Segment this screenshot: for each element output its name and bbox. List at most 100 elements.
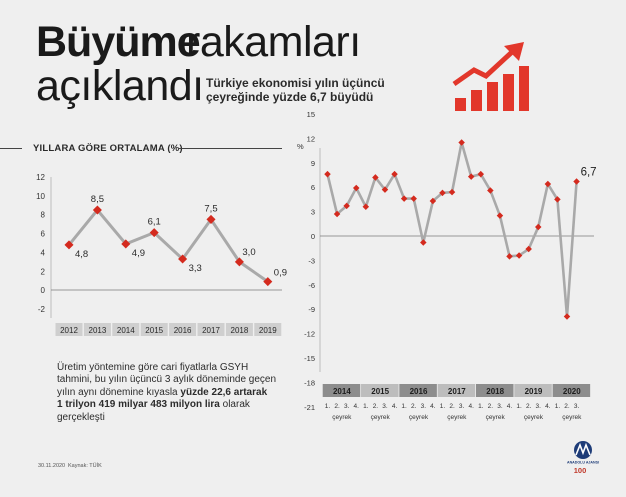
growth-bar-chart-icon (452, 42, 529, 111)
right-y-tick: -9 (308, 305, 315, 314)
right-period-label: çeyrek (486, 414, 506, 421)
left-y-tick: 6 (41, 230, 46, 239)
right-data-point (362, 203, 370, 210)
left-section-heading: YILLARA GÖRE ORTALAMA (%) (33, 143, 183, 154)
right-period-label: çeyrek (409, 414, 429, 421)
left-year-box (140, 323, 168, 336)
right-data-point (400, 195, 408, 202)
right-quarter-label: 2. (488, 403, 494, 410)
left-value-label: 3,3 (189, 263, 202, 274)
right-data-point (554, 196, 561, 203)
left-value-label: 3,0 (242, 247, 255, 258)
right-data-point (420, 239, 427, 246)
right-last-value-label: 6,7 (581, 167, 597, 179)
right-y-tick: -15 (304, 354, 315, 363)
right-quarter-label: 1. (478, 403, 484, 410)
left-year-box (83, 323, 111, 336)
right-quarter-label: 1. (325, 403, 331, 410)
right-quarter-label: 3. (497, 403, 503, 410)
aa-anniversary: 100 (574, 466, 587, 475)
title-line2: açıklandı (36, 62, 204, 110)
right-quarter-label: 4. (507, 403, 513, 410)
left-header-rule (0, 148, 22, 149)
right-y-tick: -18 (304, 378, 315, 387)
right-period-label: çeyrek (524, 414, 544, 421)
right-y-tick: -12 (304, 330, 315, 339)
right-series-line (326, 141, 578, 318)
left-header-rule-right (178, 148, 282, 149)
right-quarter-label: 2. (526, 403, 532, 410)
right-quarter-label: 4. (468, 403, 474, 410)
gdp-note: Üretim yöntemine göre cari fiyatlarla GS… (57, 362, 279, 424)
right-year-label: 2018 (486, 387, 504, 396)
right-data-point (448, 188, 456, 196)
right-data-point (477, 170, 485, 178)
left-year-label: 2012 (60, 326, 78, 335)
note-text-1: Üretim yöntemine göre cari fiyatlarla GS… (57, 362, 277, 398)
right-data-point (506, 253, 513, 260)
right-y-tick: -6 (308, 281, 315, 290)
right-quarter-label: 3. (574, 403, 580, 410)
left-value-label: 8,5 (91, 194, 104, 205)
right-year-band (322, 384, 361, 397)
left-value-label: 4,9 (132, 248, 145, 259)
left-year-label: 2013 (89, 326, 107, 335)
right-data-point (372, 174, 379, 181)
right-y-tick: 0 (311, 232, 315, 241)
right-data-point (381, 186, 389, 193)
left-y-tick: 2 (41, 267, 46, 276)
right-quarter-label: 4. (354, 403, 360, 410)
right-y-tick: -21 (304, 403, 315, 412)
right-period-label: çeyrek (332, 414, 352, 421)
right-data-point (573, 178, 580, 185)
subtitle: Türkiye ekonomisi yılın üçüncü çeyreğind… (206, 76, 385, 104)
left-data-point (234, 257, 244, 267)
right-data-point (352, 184, 360, 192)
right-quarter-label: 1. (516, 403, 522, 410)
right-y-tick: -3 (308, 256, 315, 265)
left-value-label: 4,8 (75, 249, 88, 260)
right-period-label: çeyrek (447, 414, 467, 421)
left-year-box (225, 323, 253, 336)
right-year-label: 2017 (448, 387, 466, 396)
right-quarter-label: 2. (373, 403, 379, 410)
left-year-label: 2016 (174, 326, 192, 335)
left-year-label: 2018 (231, 326, 249, 335)
right-data-point (515, 252, 523, 259)
right-year-band (514, 384, 552, 397)
right-quarter-label: 3. (459, 403, 465, 410)
right-data-point (467, 173, 475, 180)
left-year-box (197, 323, 225, 336)
left-value-label: 6,1 (148, 217, 161, 228)
right-quarter-label: 2. (564, 403, 570, 410)
right-year-band (552, 384, 591, 397)
note-text-2: olarak gerçekleşti (57, 399, 250, 423)
right-quarter-label: 2. (334, 403, 340, 410)
right-quarter-label: 3. (536, 403, 542, 410)
footer-source: Kaynak: TÜİK (68, 463, 102, 469)
right-data-point (391, 170, 398, 178)
title-rest: rakamları (186, 18, 361, 66)
right-quarter-label: 1. (363, 403, 369, 410)
left-y-tick: 10 (36, 192, 45, 201)
right-data-point (324, 170, 331, 178)
right-y-tick: 15 (307, 110, 315, 119)
right-data-point (535, 223, 542, 231)
right-y-tick: 12 (307, 134, 315, 143)
right-quarter-label: 3. (344, 403, 350, 410)
note-bold-2: 1 trilyon 419 milyar 483 milyon lira (57, 399, 220, 411)
right-data-point (333, 210, 341, 218)
left-series-line (67, 208, 269, 283)
title-bold: Büyüme (36, 18, 201, 66)
aa-logo-icon: ANADOLU AJANSI 100 (567, 441, 599, 475)
right-year-label: 2020 (563, 387, 581, 396)
right-year-band (437, 384, 476, 397)
left-data-point (121, 239, 131, 249)
note-bold-1: yüzde 22,6 artarak (180, 386, 268, 398)
left-year-box (169, 323, 197, 336)
right-data-point (343, 202, 350, 210)
right-year-label: 2015 (371, 387, 389, 396)
right-data-point (429, 197, 437, 205)
right-year-band (361, 384, 399, 397)
